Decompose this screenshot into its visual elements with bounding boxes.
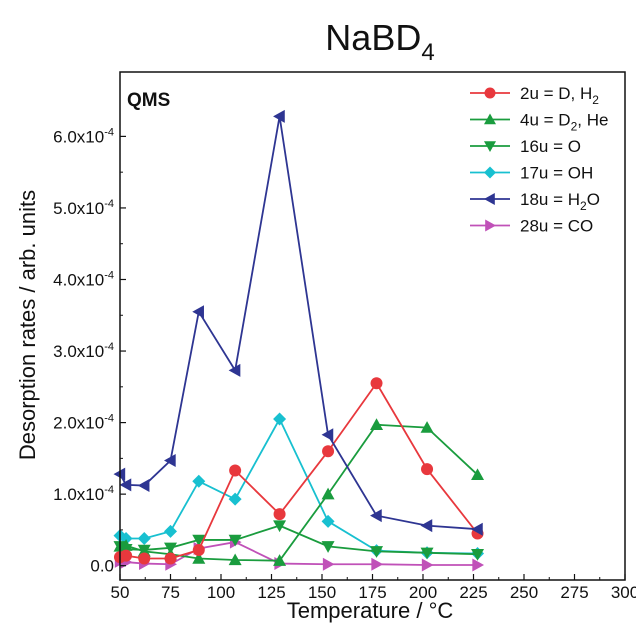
x-tick-label: 150: [308, 583, 336, 602]
qms-annotation: QMS: [127, 90, 170, 111]
data-point: [471, 468, 485, 481]
legend-label: 2u = D, H2: [520, 84, 599, 107]
legend: 2u = D, H2 4u = D2, He 16u = O 17u = OH 18u …: [470, 84, 608, 236]
data-point: [472, 558, 485, 572]
data-point: [192, 474, 206, 488]
x-tick-label: 250: [510, 583, 538, 602]
data-point: [137, 532, 151, 546]
plot-area: [113, 109, 485, 572]
data-point: [321, 428, 334, 442]
x-tick-label: 100: [207, 583, 235, 602]
data-point: [119, 539, 133, 551]
data-point: [273, 554, 287, 566]
x-tick-label: 300: [611, 583, 636, 602]
data-point: [228, 492, 242, 506]
y-tick-label: 5.0x10-4: [53, 198, 114, 218]
data-point: [370, 418, 384, 430]
data-point: [370, 377, 383, 390]
legend-item: 2u = D, H2: [470, 84, 599, 107]
data-point: [471, 549, 485, 561]
data-point: [371, 557, 384, 571]
legend-marker: [484, 87, 496, 99]
y-axis-label: Desorption rates / arb. units: [15, 190, 40, 460]
data-point: [321, 514, 335, 528]
data-point: [192, 534, 206, 547]
series-3: [113, 412, 485, 561]
data-point: [273, 520, 287, 533]
legend-label: 18u = H2O: [520, 190, 600, 213]
data-point: [164, 524, 177, 538]
data-point: [273, 109, 285, 123]
x-tick-label: 200: [409, 583, 437, 602]
data-point: [370, 546, 384, 558]
legend-item: 4u = D2, He: [470, 111, 608, 134]
legend-label: 28u = CO: [520, 217, 593, 236]
data-point: [420, 547, 434, 560]
x-tick-label: 225: [459, 583, 487, 602]
legend-marker: [484, 113, 496, 125]
chart-title-sub: 4: [421, 39, 434, 66]
axes: 50 75 100 125 150 175 200 225 250 275 300 0.0 1.0x10…: [53, 71, 636, 602]
data-point: [321, 487, 335, 500]
series-0: [114, 377, 484, 565]
data-point: [164, 552, 177, 565]
legend-item: 18u = H2O: [470, 190, 600, 213]
data-point: [138, 552, 151, 565]
chart-title: NaBD4: [325, 17, 434, 66]
data-point: [120, 549, 133, 562]
data-point: [119, 478, 132, 492]
data-point: [164, 454, 176, 468]
data-point: [192, 552, 206, 564]
legend-label: 17u = OH: [520, 164, 593, 183]
x-tick-label: 75: [161, 583, 180, 602]
data-point: [420, 421, 434, 433]
x-tick-label: 125: [257, 583, 285, 602]
legend-marker: [484, 141, 496, 152]
legend-marker: [484, 193, 495, 205]
data-point: [273, 412, 287, 426]
data-point: [228, 553, 242, 566]
data-point: [321, 541, 335, 553]
data-point: [421, 558, 434, 572]
y-tick-label: 0.0: [90, 557, 114, 576]
data-point: [137, 479, 150, 493]
y-tick-label: 1.0x10-4: [53, 484, 114, 504]
legend-label: 16u = O: [520, 137, 581, 156]
x-tick-label: 275: [560, 583, 588, 602]
x-axis-label: Temperature / °C: [287, 598, 454, 623]
legend-item: 17u = OH: [470, 164, 593, 183]
data-point: [192, 305, 204, 319]
series-4: [113, 109, 483, 536]
data-point: [471, 522, 483, 536]
data-point: [273, 508, 286, 521]
legend-item: 28u = CO: [470, 217, 593, 236]
chart-title-main: NaBD: [325, 17, 421, 58]
y-tick-label: 4.0x10-4: [53, 269, 114, 289]
data-point: [228, 363, 241, 377]
y-tick-label: 2.0x10-4: [53, 413, 114, 433]
legend-marker: [484, 166, 496, 179]
data-point: [229, 464, 242, 477]
data-point: [192, 543, 205, 556]
x-tick-label: 175: [358, 583, 386, 602]
data-point: [322, 445, 335, 458]
y-tick-label: 3.0x10-4: [53, 341, 114, 361]
data-point: [370, 509, 382, 523]
x-tick-label: 50: [111, 583, 130, 602]
legend-marker: [485, 219, 496, 232]
data-point: [228, 534, 242, 547]
legend-item: 16u = O: [470, 137, 581, 156]
legend-label: 4u = D2, He: [520, 111, 608, 134]
data-point: [322, 557, 335, 571]
data-point: [420, 519, 433, 533]
data-point: [421, 463, 434, 476]
y-tick-label: 6.0x10-4: [53, 126, 114, 146]
